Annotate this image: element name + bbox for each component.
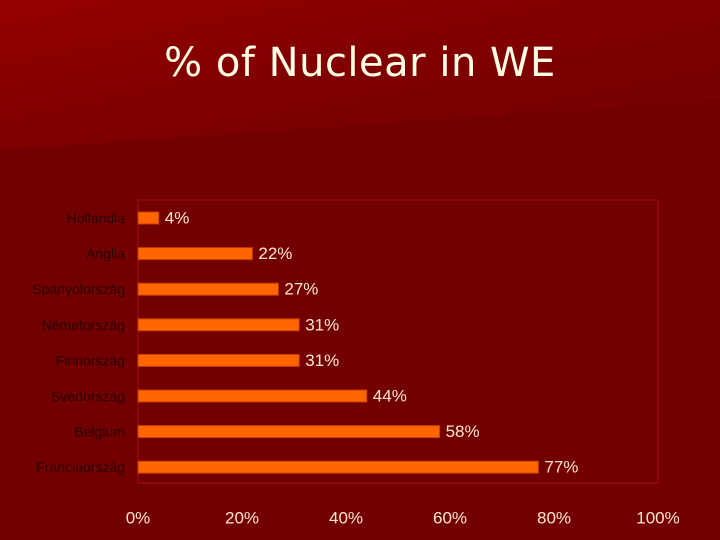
data-label: 27% <box>284 280 318 299</box>
bar <box>137 389 368 403</box>
category-label: Finnország <box>56 352 125 368</box>
category-label: Hollandia <box>67 210 126 226</box>
category-label: Spanyolország <box>32 281 125 297</box>
bar <box>137 353 300 367</box>
category-label: Németország <box>42 317 125 333</box>
data-label: 58% <box>446 422 480 441</box>
data-label: 44% <box>373 387 407 406</box>
x-tick-label: 80% <box>537 509 571 528</box>
bar <box>137 460 539 474</box>
bar <box>137 211 160 225</box>
category-label: Franciaország <box>36 459 125 475</box>
x-tick-label: 40% <box>329 509 363 528</box>
bar <box>137 282 279 296</box>
bar <box>137 425 441 439</box>
data-label: 31% <box>305 315 339 334</box>
x-tick-label: 20% <box>225 509 259 528</box>
category-label: Anglia <box>86 246 125 262</box>
data-label: 22% <box>258 244 292 263</box>
plot-area <box>137 199 659 484</box>
bar <box>137 318 300 332</box>
data-label: 77% <box>544 458 578 477</box>
category-label: Svédország <box>51 388 125 404</box>
x-tick-label: 60% <box>433 509 467 528</box>
slide-title: % of Nuclear in WE <box>164 40 556 86</box>
category-label: Belgium <box>74 424 125 440</box>
x-tick-label: 0% <box>126 509 151 528</box>
data-label: 4% <box>165 209 190 228</box>
bar <box>137 247 253 261</box>
data-label: 31% <box>305 351 339 370</box>
x-tick-label: 100% <box>636 509 679 528</box>
